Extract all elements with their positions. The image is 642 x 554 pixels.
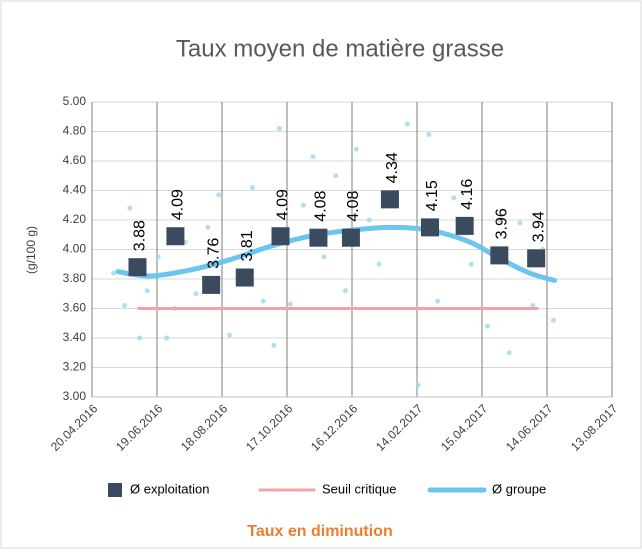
data-label: 4.34 bbox=[384, 152, 401, 183]
marker bbox=[128, 258, 147, 277]
legend-label: Ø exploitation bbox=[130, 481, 210, 496]
legend-swatch bbox=[108, 483, 122, 497]
legend-label: Ø groupe bbox=[492, 481, 546, 496]
marker bbox=[455, 216, 474, 235]
point bbox=[468, 261, 474, 267]
marker bbox=[421, 218, 439, 237]
data-label: 3.76 bbox=[205, 238, 222, 269]
y-tick-label: 3.80 bbox=[63, 271, 87, 285]
data-label: 3.94 bbox=[530, 211, 547, 242]
subtitle: Taux en diminution bbox=[247, 523, 392, 540]
marker bbox=[380, 190, 399, 209]
y-tick-label: 4.00 bbox=[63, 242, 87, 256]
point bbox=[227, 332, 233, 338]
point bbox=[366, 217, 372, 223]
y-tick-label: 5.00 bbox=[63, 94, 87, 108]
y-tick-label: 4.40 bbox=[63, 183, 87, 197]
point bbox=[271, 342, 277, 348]
point bbox=[249, 185, 255, 191]
data-label: 3.81 bbox=[239, 230, 256, 261]
point bbox=[144, 288, 150, 294]
legend-label: Seuil critique bbox=[322, 481, 396, 496]
y-tick-label: 4.20 bbox=[63, 212, 87, 226]
y-tick-label: 4.60 bbox=[63, 153, 87, 167]
point bbox=[122, 303, 127, 309]
y-tick-label: 3.60 bbox=[63, 301, 87, 315]
point bbox=[426, 131, 432, 137]
marker bbox=[166, 227, 185, 246]
point bbox=[343, 288, 348, 294]
point bbox=[404, 121, 410, 127]
point bbox=[276, 126, 282, 132]
y-tick-label: 3.40 bbox=[63, 330, 87, 344]
point bbox=[310, 154, 316, 160]
point bbox=[216, 192, 222, 198]
point bbox=[530, 303, 536, 309]
point bbox=[484, 323, 490, 329]
point bbox=[435, 298, 441, 304]
data-label: 4.15 bbox=[424, 180, 441, 211]
y-axis-label: (g/100 g) bbox=[24, 226, 38, 274]
data-label: 3.88 bbox=[132, 220, 149, 251]
point bbox=[551, 317, 556, 323]
y-tick-label: 4.80 bbox=[63, 124, 87, 138]
marker bbox=[527, 249, 546, 268]
data-label: 4.09 bbox=[275, 189, 292, 220]
point bbox=[260, 298, 266, 304]
point bbox=[506, 350, 512, 356]
marker bbox=[490, 246, 509, 265]
point bbox=[127, 205, 133, 211]
marker bbox=[341, 228, 360, 247]
point bbox=[517, 220, 523, 226]
point bbox=[155, 254, 161, 260]
point bbox=[321, 254, 327, 260]
point bbox=[415, 382, 421, 388]
marker bbox=[235, 268, 254, 287]
point bbox=[496, 217, 502, 223]
data-label: 4.08 bbox=[345, 190, 362, 221]
point bbox=[205, 224, 211, 230]
chart-title: Taux moyen de matière grasse bbox=[176, 35, 504, 62]
data-label: 4.08 bbox=[313, 190, 330, 221]
point bbox=[353, 146, 359, 152]
point bbox=[376, 261, 382, 267]
data-label: 4.16 bbox=[459, 179, 476, 210]
point bbox=[333, 173, 339, 179]
data-label: 4.09 bbox=[170, 189, 187, 220]
y-tick-label: 3.00 bbox=[63, 389, 87, 403]
point bbox=[193, 291, 199, 297]
point bbox=[111, 270, 117, 276]
y-tick-label: 3.20 bbox=[63, 360, 87, 374]
marker bbox=[309, 228, 328, 247]
point bbox=[137, 335, 143, 341]
data-label: 3.96 bbox=[494, 208, 511, 239]
marker bbox=[202, 275, 221, 294]
point bbox=[300, 202, 306, 208]
point bbox=[287, 301, 293, 307]
point bbox=[392, 158, 398, 164]
marker bbox=[271, 227, 290, 246]
point bbox=[451, 195, 457, 201]
point bbox=[164, 335, 170, 341]
